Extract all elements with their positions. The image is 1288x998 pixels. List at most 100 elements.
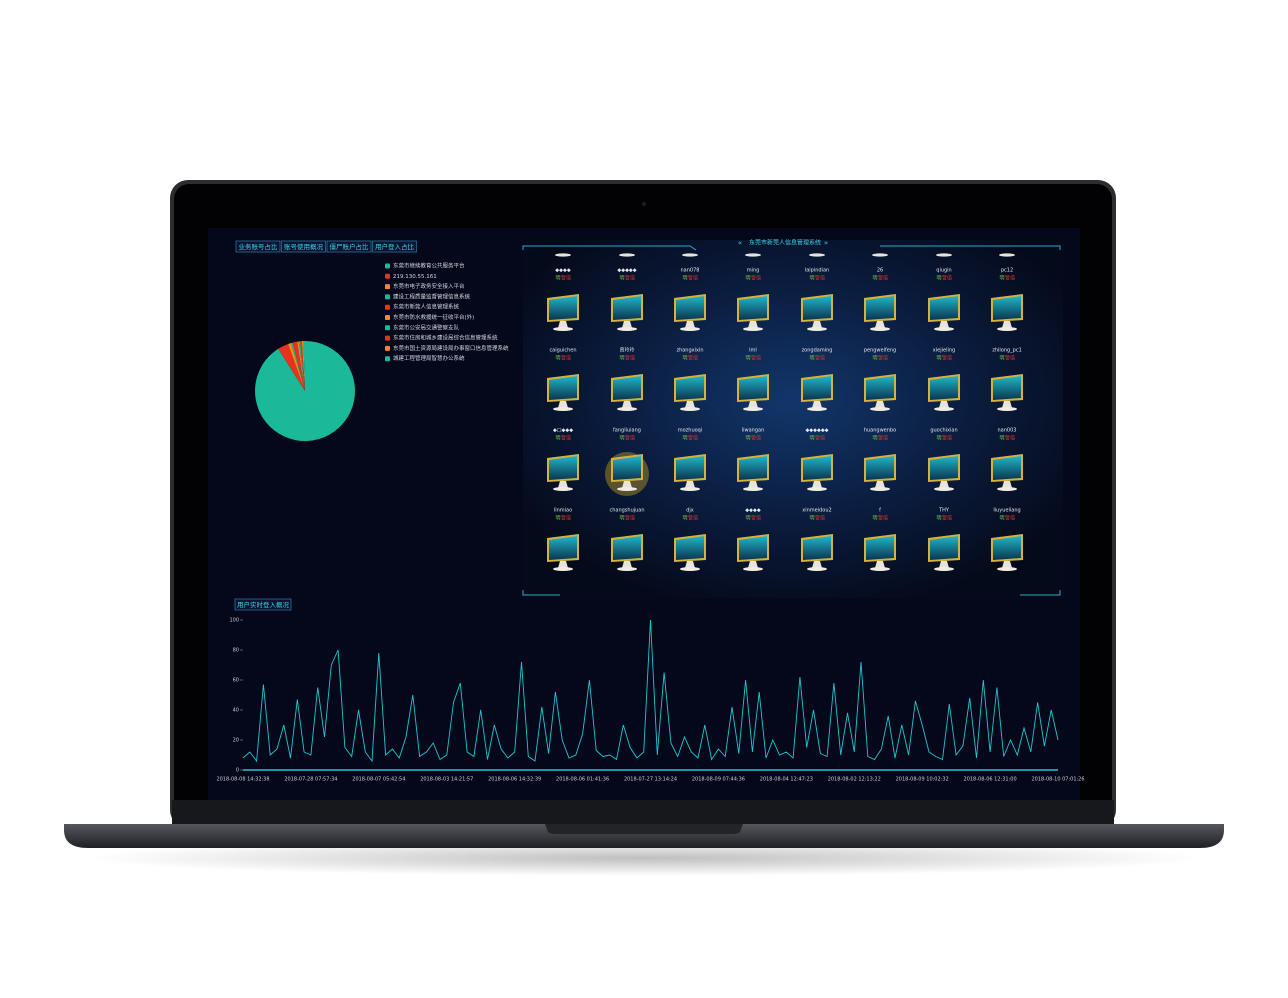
computer-icon[interactable] (674, 454, 706, 491)
chart-title: 用户实时登入概况 (237, 600, 290, 609)
monitor-screen (549, 456, 577, 480)
monitor-screen (676, 536, 704, 560)
status-flag: 明 (745, 436, 750, 442)
stand (622, 321, 632, 328)
computer-icon[interactable] (991, 534, 1023, 571)
pie-slice (303, 341, 305, 391)
status-alert: 警值 (625, 435, 635, 442)
computer-icon[interactable] (737, 374, 769, 411)
stand (1002, 481, 1012, 488)
computer-icon[interactable] (864, 374, 896, 411)
computer-icon[interactable] (928, 534, 960, 571)
stand-base (934, 407, 954, 411)
stand-base (870, 567, 890, 571)
computer-name: zhilong_pc1 (992, 348, 1022, 354)
stand-base (617, 327, 637, 331)
stand-base (553, 567, 573, 571)
computer-name: THY (938, 508, 950, 514)
legend-swatch (385, 273, 390, 279)
status-flag: 明 (682, 516, 687, 522)
computer-icon[interactable] (864, 534, 896, 571)
x-tick-label: 2018-08-02 12:13:22 (828, 777, 881, 783)
computer-icon[interactable] (611, 534, 643, 571)
computer-icon[interactable] (928, 294, 960, 331)
computer-icon[interactable] (801, 534, 833, 571)
stand-base (809, 253, 825, 257)
x-tick-label: 2018-08-08 14:32:38 (216, 777, 269, 783)
stand (812, 401, 822, 408)
status-alert: 警值 (625, 355, 635, 362)
monitor-screen (930, 376, 958, 400)
status-flag: 明 (809, 276, 814, 282)
status-flag: 明 (809, 516, 814, 522)
x-tick-label: 2018-08-09 07:44:36 (692, 777, 745, 783)
computer-icon[interactable] (547, 294, 579, 331)
computer-icon[interactable] (801, 374, 833, 411)
computer-icon[interactable] (611, 374, 643, 411)
computer-name: ◆◆◆◆◆◆ (805, 428, 828, 434)
legend-label: 东莞市公安局交通警察支队 (393, 323, 460, 331)
stand (875, 561, 885, 568)
monitor-screen (930, 536, 958, 560)
stand (939, 401, 949, 408)
computer-name: qiugin (936, 268, 951, 274)
stand-base (619, 253, 635, 257)
monitor-screen (613, 296, 641, 320)
status-flag: 明 (745, 516, 750, 522)
status-flag: 明 (809, 436, 814, 442)
pie-slice (298, 341, 305, 391)
computer-icon[interactable] (864, 294, 896, 331)
stand (1002, 321, 1012, 328)
monitor-screen (549, 536, 577, 560)
computer-icon[interactable] (991, 294, 1023, 331)
legend-swatch (385, 356, 390, 362)
x-tick-label: 2018-08-09 10:02:32 (896, 777, 949, 783)
stand (685, 561, 695, 568)
pie-slice (288, 342, 305, 391)
computer-icon[interactable] (674, 294, 706, 331)
computer-icon[interactable] (737, 454, 769, 491)
stand-base (997, 567, 1017, 571)
computer-icon[interactable] (547, 374, 579, 411)
computer-icon[interactable] (605, 452, 649, 496)
stand (685, 481, 695, 488)
stand-base (997, 407, 1017, 411)
computer-icon[interactable] (737, 294, 769, 331)
computer-icon[interactable] (547, 534, 579, 571)
monitor-screen (930, 456, 958, 480)
status-alert: 警值 (751, 355, 761, 362)
computer-icon[interactable] (864, 454, 896, 491)
computer-icon[interactable] (991, 374, 1023, 411)
status-flag: 明 (999, 276, 1004, 282)
computer-icon[interactable] (991, 454, 1023, 491)
computer-icon[interactable] (547, 454, 579, 491)
stand-base (680, 407, 700, 411)
computer-icon[interactable] (674, 374, 706, 411)
tab-button[interactable] (326, 240, 372, 253)
status-flag: 明 (936, 436, 941, 442)
x-tick-label: 2018-08-04 12:47:23 (760, 777, 813, 783)
status-alert: 警值 (688, 515, 698, 522)
monitor-screen (739, 296, 767, 320)
status-flag: 明 (619, 356, 624, 362)
computer-name: zongdaming (802, 348, 833, 354)
stand-base (555, 253, 571, 257)
computer-icon[interactable] (801, 294, 833, 331)
computer-icon[interactable] (674, 534, 706, 571)
computer-icon[interactable] (928, 454, 960, 491)
stand-base (807, 327, 827, 331)
tab-button[interactable] (281, 240, 326, 253)
computer-icon[interactable] (611, 294, 643, 331)
computer-name: 26 (877, 268, 883, 274)
computer-name: liwangan (742, 428, 765, 434)
monitor-screen (739, 536, 767, 560)
tab-button[interactable] (372, 240, 417, 253)
legend-label: 建设工程质量监督管理信息系统 (393, 292, 471, 300)
y-tick-label: 100 (229, 618, 239, 624)
status-flag: 明 (872, 516, 877, 522)
tab-button[interactable] (235, 240, 281, 253)
computer-icon[interactable] (737, 534, 769, 571)
stand (812, 481, 822, 488)
computer-icon[interactable] (801, 454, 833, 491)
computer-icon[interactable] (928, 374, 960, 411)
